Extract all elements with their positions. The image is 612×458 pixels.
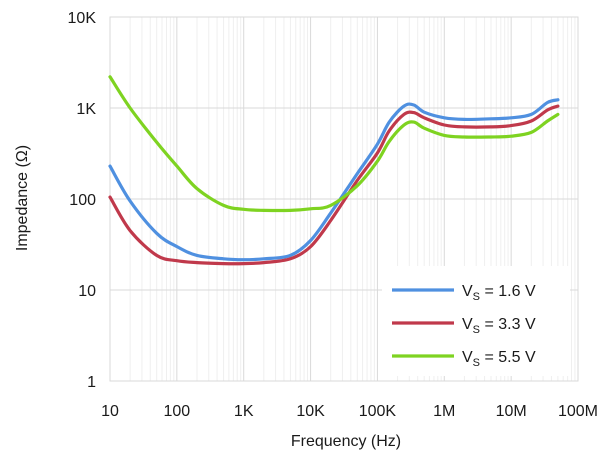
legend: VS = 1.6 V VS = 3.3 V VS = 5.5 V [382, 266, 570, 376]
x-tick-label: 100K [359, 403, 397, 420]
x-tick-label: 1M [433, 403, 455, 420]
legend-items: VS = 1.6 V VS = 3.3 V VS = 5.5 V [392, 283, 536, 369]
y-tick-label: 10 [78, 283, 96, 300]
series-layer [108, 75, 560, 266]
series-line-1 [108, 98, 560, 262]
legend-background [382, 266, 570, 376]
x-tick-label: 10M [496, 403, 527, 420]
x-axis-title: Frequency (Hz) [291, 433, 401, 450]
y-tick-label: 1K [76, 101, 96, 118]
y-axis-title: Impedance (Ω) [14, 145, 31, 251]
y-tick-labels: 1 10 100 1K 10K [68, 10, 97, 391]
y-tick-label: 100 [69, 192, 96, 209]
legend-label-1: VS = 1.6 V [462, 283, 536, 303]
legend-label-2: VS = 3.3 V [462, 316, 536, 336]
x-tick-label: 100 [164, 403, 191, 420]
series-line-2 [108, 104, 560, 266]
x-tick-label: 10 [101, 403, 119, 420]
x-tick-label: 1K [234, 403, 254, 420]
legend-label-3: VS = 5.5 V [462, 349, 536, 369]
y-tick-label: 1 [87, 374, 96, 391]
x-tick-labels: 10 100 1K 10K 100K 1M 10M 100M [101, 403, 598, 420]
x-tick-label: 10K [296, 403, 325, 420]
series-line-3 [108, 75, 560, 213]
y-tick-label: 10K [68, 10, 97, 27]
x-tick-label: 100M [558, 403, 598, 420]
